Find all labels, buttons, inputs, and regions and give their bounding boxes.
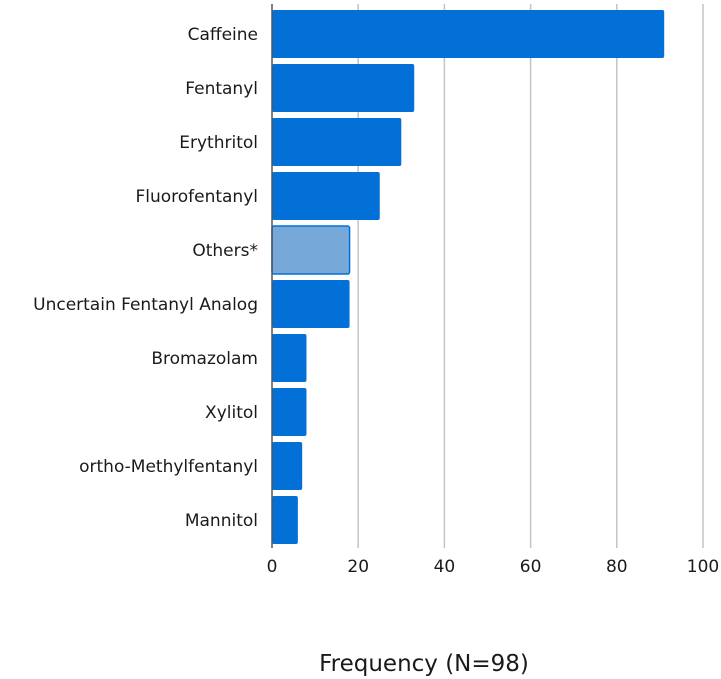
x-tick-label: 60 <box>520 557 542 577</box>
category-label: Caffeine <box>188 25 258 45</box>
x-tick-label: 0 <box>267 557 278 577</box>
bar-fentanyl <box>272 64 415 112</box>
category-label: ortho-Methylfentanyl <box>79 457 258 477</box>
bars <box>271 10 665 544</box>
category-label: Xylitol <box>205 403 258 423</box>
bar-erythritol <box>272 118 402 166</box>
category-label: Fluorofentanyl <box>135 187 258 207</box>
category-label: Uncertain Fentanyl Analog <box>33 295 258 315</box>
bar-bromazolam <box>272 334 307 382</box>
bar-uncertain-fentanyl-analog <box>272 280 350 328</box>
category-label: Fentanyl <box>185 79 258 99</box>
bar-others <box>271 225 351 275</box>
x-tick-label: 80 <box>606 557 628 577</box>
grid-lines <box>357 4 704 548</box>
bar-xylitol <box>272 388 307 436</box>
category-label: Bromazolam <box>151 349 258 369</box>
category-label: Others* <box>192 241 258 261</box>
category-labels: Caffeine Fentanyl Erythritol Fluorofentanyl… <box>33 25 258 531</box>
x-axis-label: Frequency (N=98) <box>319 651 529 677</box>
bar-ortho-methylfentanyl <box>272 442 303 490</box>
category-label: Erythritol <box>179 133 258 153</box>
category-label: Mannitol <box>185 511 258 531</box>
bar-mannitol <box>272 496 298 544</box>
bar-fluorofentanyl <box>272 172 380 220</box>
x-tick-label: 40 <box>434 557 456 577</box>
x-tick-labels: 0 20 40 60 80 100 <box>267 557 720 577</box>
bar-caffeine <box>272 10 665 58</box>
x-tick-label: 100 <box>687 557 719 577</box>
x-tick-label: 20 <box>347 557 369 577</box>
